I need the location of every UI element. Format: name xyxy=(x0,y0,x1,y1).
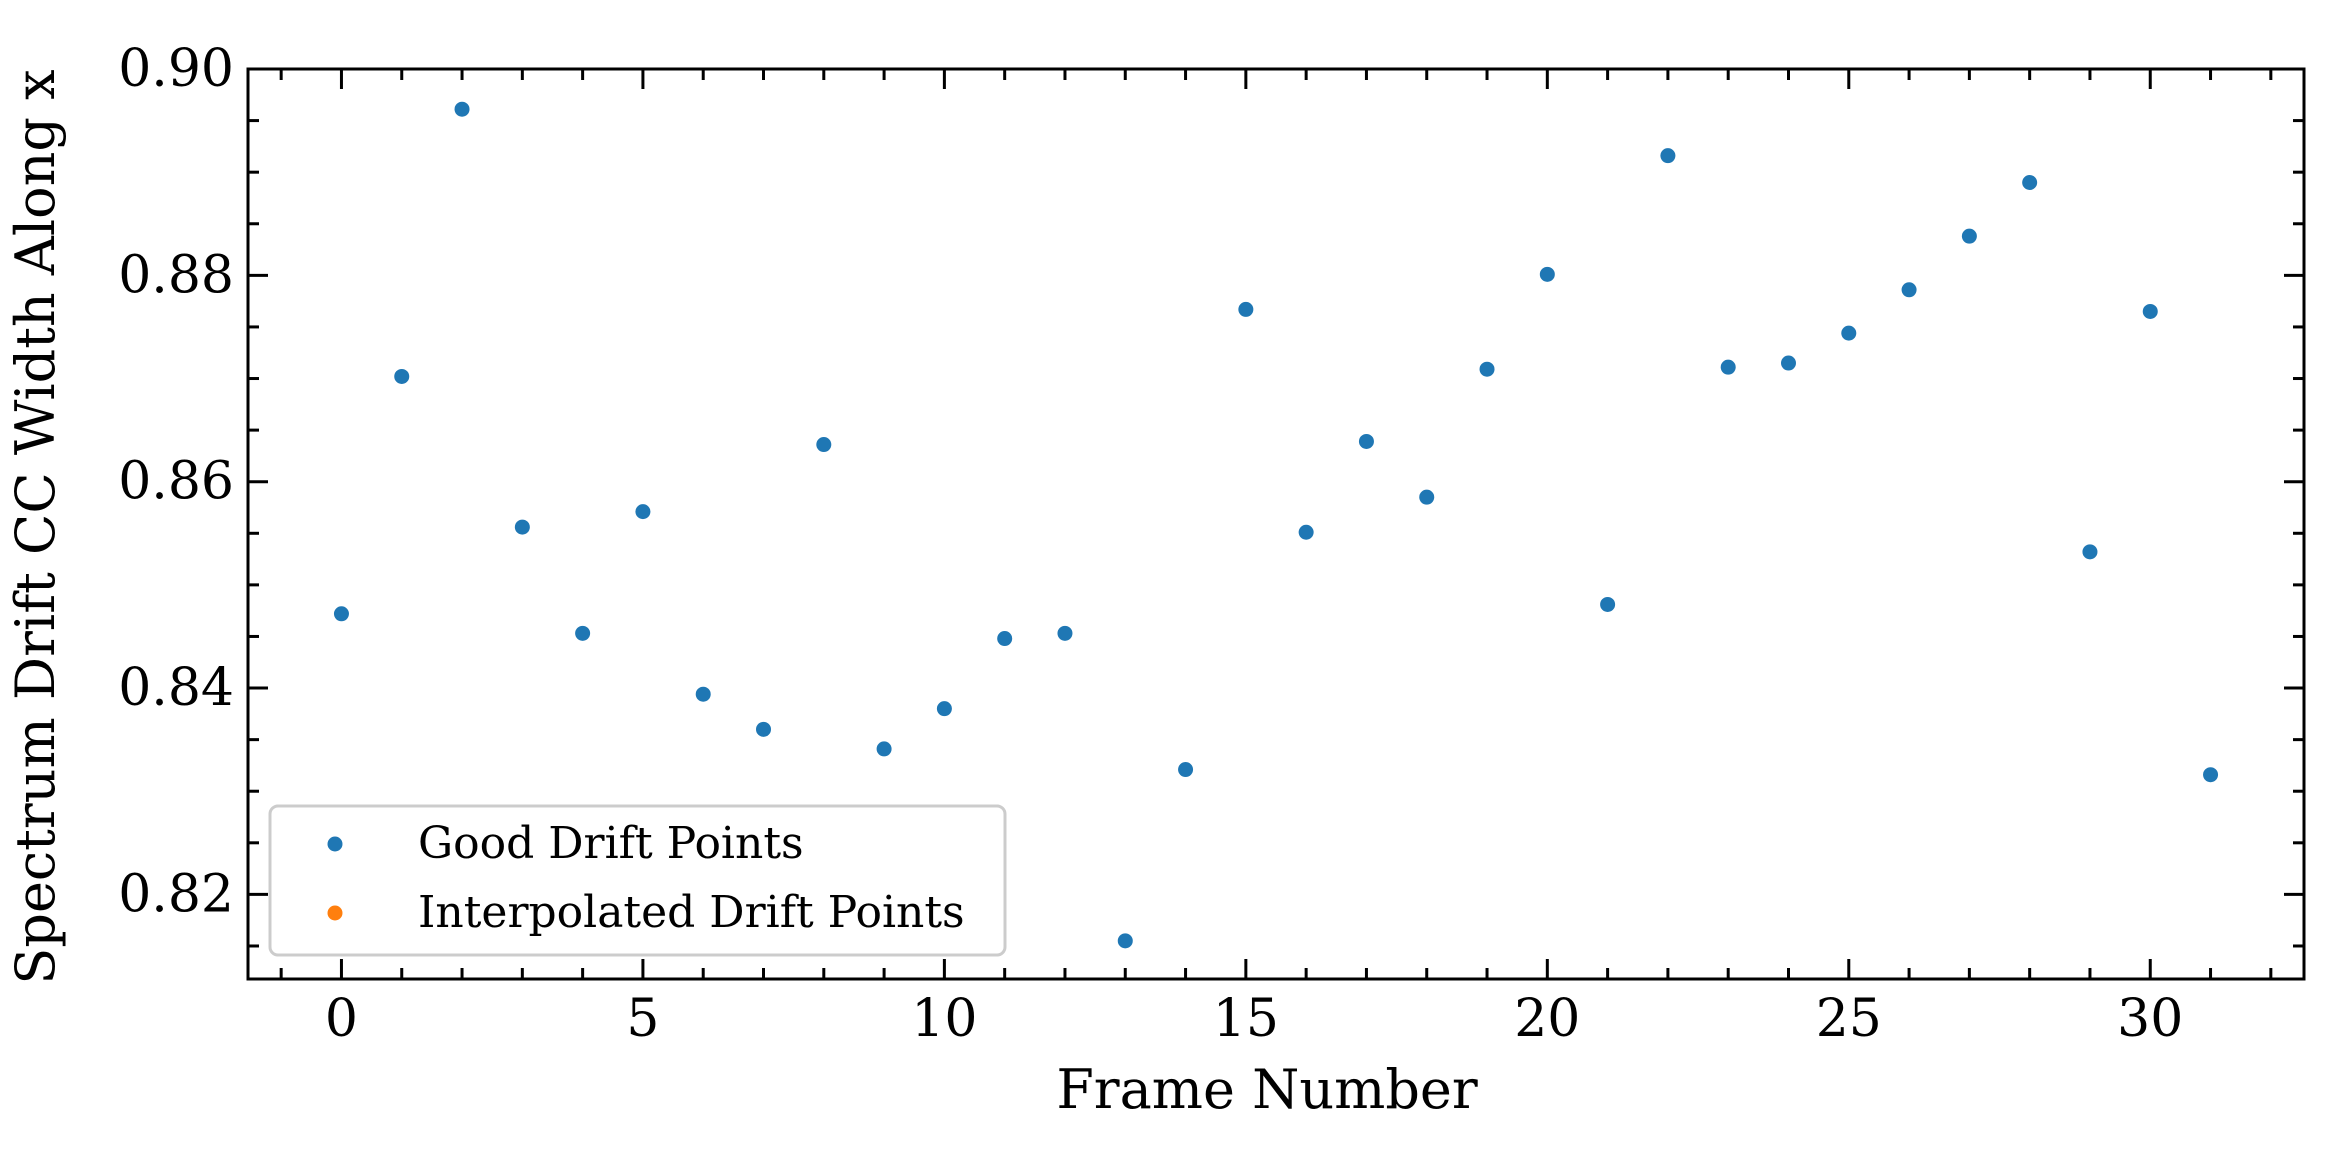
data-point xyxy=(1600,596,1616,612)
data-point xyxy=(454,101,470,117)
y-tick-label: 0.84 xyxy=(118,658,234,718)
y-tick-label: 0.86 xyxy=(118,452,234,512)
plot-area: 0 5 10 15 20 25 30 0.82 0.84 0.86 0.88 0.90 xyxy=(118,39,2306,1049)
data-point xyxy=(575,625,591,641)
x-tick-label: 20 xyxy=(1514,989,1580,1049)
data-point xyxy=(394,368,410,384)
data-point xyxy=(2203,767,2219,783)
legend-frame xyxy=(268,804,1007,957)
data-point xyxy=(2142,303,2158,319)
data-point xyxy=(635,504,651,520)
data-point xyxy=(1117,933,1133,949)
data-point xyxy=(1238,301,1254,317)
data-point xyxy=(876,741,892,757)
y-axis-label: Spectrum Drift CC Width Along x xyxy=(4,69,67,984)
y-tick-label: 0.90 xyxy=(118,39,234,99)
data-point xyxy=(1419,489,1435,505)
legend-label-good: Good Drift Points xyxy=(418,818,804,869)
data-point xyxy=(1178,762,1194,778)
legend-label-interpolated: Interpolated Drift Points xyxy=(418,887,965,938)
x-tick-label: 30 xyxy=(2117,989,2183,1049)
data-point xyxy=(2082,544,2098,560)
data-point xyxy=(1660,148,1676,164)
x-tick-label: 25 xyxy=(1816,989,1882,1049)
y-tick-label: 0.82 xyxy=(118,864,234,924)
data-point xyxy=(1780,355,1796,371)
series-good-drift-points xyxy=(333,101,2219,949)
y-tick-label: 0.88 xyxy=(118,245,234,305)
data-point xyxy=(1358,433,1374,449)
x-tick-label: 10 xyxy=(911,989,977,1049)
data-point xyxy=(1961,228,1977,244)
data-point xyxy=(1479,361,1495,377)
data-point xyxy=(514,519,530,535)
legend-marker-interpolated xyxy=(327,905,343,921)
legend: Good Drift Points Interpolated Drift Poi… xyxy=(268,804,1007,957)
x-tick-label: 5 xyxy=(626,989,659,1049)
data-point xyxy=(816,437,832,453)
data-point xyxy=(1901,282,1917,298)
data-point xyxy=(1720,359,1736,375)
plot-frame xyxy=(246,67,2306,981)
x-axis-label: Frame Number xyxy=(1056,1058,1478,1121)
x-tick-label: 15 xyxy=(1213,989,1279,1049)
x-tick-label: 0 xyxy=(325,989,358,1049)
data-point xyxy=(1841,325,1857,341)
data-point xyxy=(1057,625,1073,641)
data-point xyxy=(695,686,711,702)
data-point xyxy=(756,721,772,737)
legend-marker-good xyxy=(327,836,343,852)
data-point xyxy=(2022,174,2038,190)
data-point xyxy=(1298,524,1314,540)
data-point xyxy=(1539,266,1555,282)
data-point xyxy=(333,606,349,622)
data-point xyxy=(936,701,952,717)
data-point xyxy=(997,631,1013,647)
